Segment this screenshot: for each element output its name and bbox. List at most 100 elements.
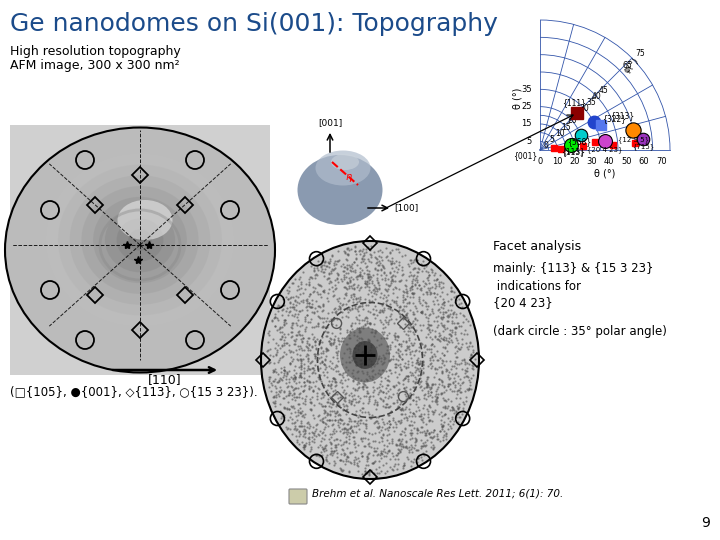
Point: [294, 307, 306, 316]
Point: [374, 382, 385, 391]
Point: [323, 279, 335, 287]
Point: [265, 387, 276, 395]
Point: [356, 315, 368, 324]
Point: [414, 285, 426, 293]
Point: [352, 398, 364, 407]
Point: [274, 388, 286, 396]
Point: [418, 368, 429, 376]
Point: [363, 467, 374, 476]
Point: [410, 280, 421, 288]
Point: [426, 288, 437, 297]
Point: [359, 279, 371, 287]
Point: [342, 264, 354, 273]
Point: [384, 256, 395, 265]
Point: [351, 282, 363, 291]
Point: [364, 319, 375, 328]
Point: [352, 281, 364, 289]
Point: [294, 372, 305, 380]
Point: [319, 323, 330, 332]
Point: [333, 255, 345, 264]
Point: [369, 457, 381, 465]
Point: [306, 357, 318, 366]
Point: [390, 363, 402, 372]
Point: [356, 258, 367, 266]
Point: [287, 356, 298, 365]
Point: [420, 287, 432, 296]
Point: [346, 260, 358, 268]
Point: [364, 469, 375, 478]
Point: [351, 447, 362, 455]
Point: [385, 310, 397, 319]
Point: [289, 372, 301, 381]
Point: [272, 307, 284, 315]
Point: [434, 354, 446, 362]
Point: [423, 326, 435, 334]
Point: [305, 399, 317, 407]
Point: [394, 303, 405, 312]
Point: [431, 397, 442, 406]
Point: [420, 376, 432, 385]
Point: [444, 374, 455, 382]
Point: [395, 276, 406, 285]
Point: [372, 266, 384, 275]
Point: [394, 430, 405, 439]
Point: [412, 356, 423, 364]
Point: [368, 469, 379, 477]
Point: [323, 402, 335, 410]
Point: [303, 429, 315, 437]
Point: [441, 397, 452, 406]
Point: [274, 392, 285, 400]
Point: [355, 449, 366, 458]
Point: [357, 245, 369, 254]
Point: [408, 424, 419, 433]
Point: [359, 420, 371, 429]
Point: [301, 311, 312, 320]
Point: [385, 260, 397, 268]
Point: [264, 383, 275, 391]
Point: [420, 395, 432, 403]
Point: [434, 271, 446, 279]
Point: [330, 401, 341, 410]
Point: [392, 402, 404, 410]
Point: [390, 315, 401, 323]
Point: [379, 274, 391, 282]
Point: [418, 384, 429, 393]
Point: [372, 266, 383, 275]
Point: [361, 263, 372, 272]
Point: [372, 418, 384, 427]
Point: [412, 306, 423, 315]
Point: [417, 256, 428, 265]
Point: [441, 367, 452, 376]
Point: [397, 379, 408, 388]
Point: [283, 391, 294, 400]
Point: [419, 437, 431, 446]
Point: [367, 451, 379, 460]
Point: [336, 441, 347, 449]
Point: [369, 429, 380, 438]
Point: [303, 299, 315, 307]
Point: [370, 254, 382, 262]
Point: [361, 368, 372, 376]
Ellipse shape: [5, 127, 275, 373]
Point: [278, 413, 289, 422]
Point: [319, 402, 330, 410]
Point: [307, 364, 319, 373]
Point: [378, 262, 390, 271]
Point: [433, 282, 445, 291]
Point: [435, 333, 446, 342]
Point: [361, 278, 372, 287]
Point: [309, 352, 320, 361]
Point: [345, 448, 356, 456]
Point: [350, 249, 361, 258]
Point: [427, 393, 438, 402]
Point: [359, 392, 370, 401]
Point: [365, 341, 377, 349]
Point: [329, 415, 341, 424]
Point: [380, 313, 392, 322]
Point: [366, 411, 378, 420]
Point: [436, 408, 447, 416]
Point: [328, 291, 340, 300]
Point: [438, 418, 449, 427]
Point: [279, 321, 290, 329]
Point: [344, 278, 356, 286]
